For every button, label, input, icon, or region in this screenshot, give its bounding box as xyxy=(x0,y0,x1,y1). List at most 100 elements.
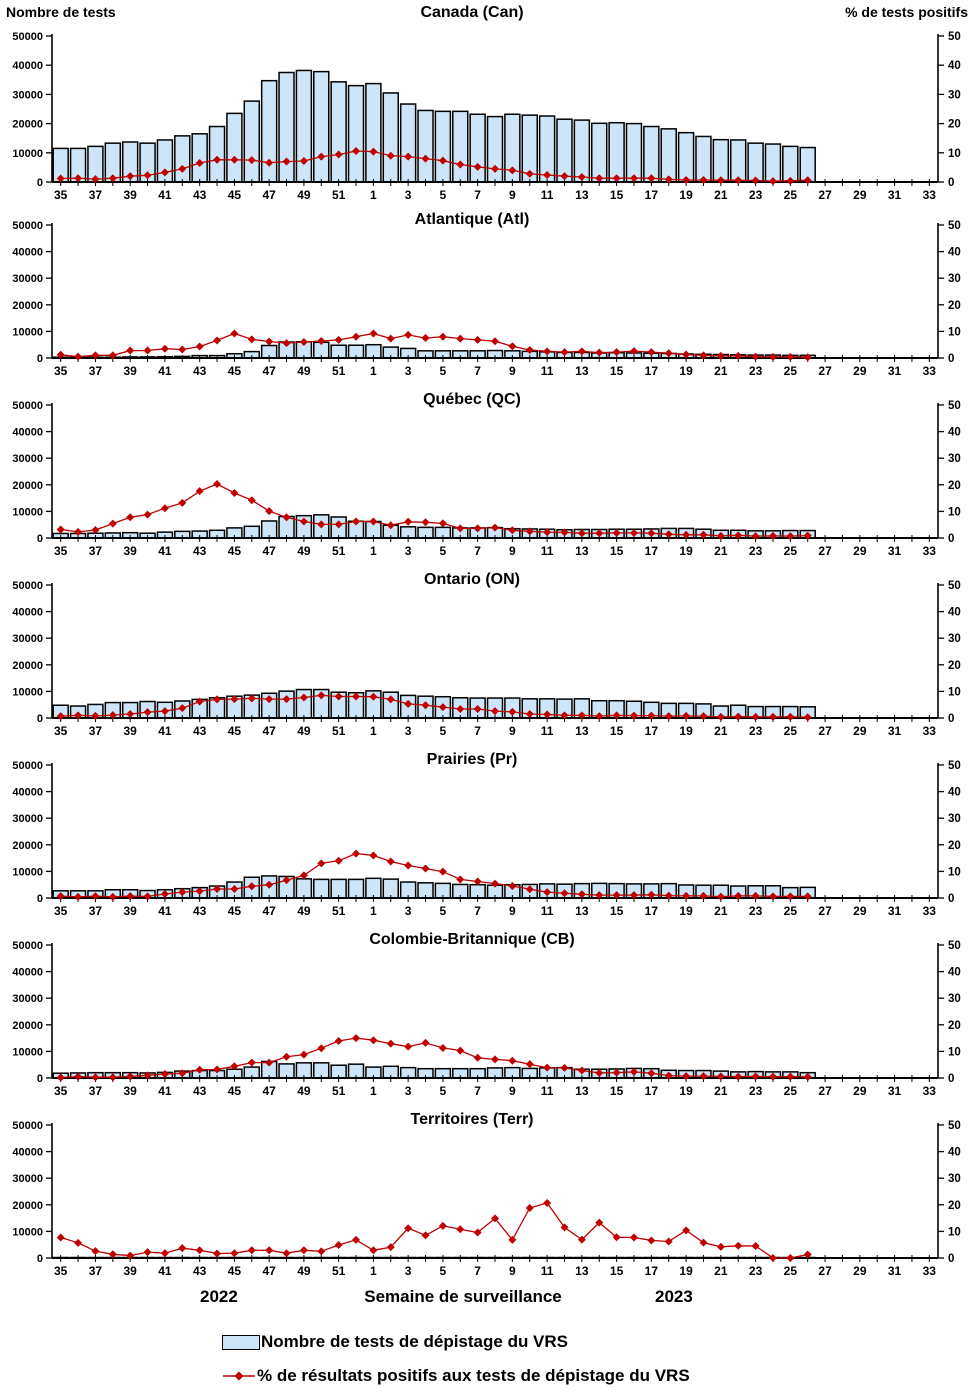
svg-text:35: 35 xyxy=(54,1084,68,1098)
svg-text:40: 40 xyxy=(948,607,961,619)
svg-text:5: 5 xyxy=(440,1264,447,1278)
svg-text:50: 50 xyxy=(948,220,961,232)
svg-text:50000: 50000 xyxy=(12,31,43,43)
svg-text:15: 15 xyxy=(610,724,624,738)
svg-text:37: 37 xyxy=(89,1264,103,1278)
svg-text:49: 49 xyxy=(297,1084,311,1098)
svg-text:10: 10 xyxy=(948,148,961,160)
svg-text:40: 40 xyxy=(948,787,961,799)
panel-atlantique: Atlantique (Atl) 0 10000 20000 30000 40000 50… xyxy=(0,205,972,385)
svg-text:25: 25 xyxy=(784,364,798,378)
svg-text:1: 1 xyxy=(370,364,377,378)
svg-text:30000: 30000 xyxy=(12,1173,43,1185)
svg-text:21: 21 xyxy=(714,904,728,918)
svg-text:39: 39 xyxy=(123,724,137,738)
svg-text:29: 29 xyxy=(853,1264,867,1278)
svg-text:10000: 10000 xyxy=(12,866,43,878)
svg-text:27: 27 xyxy=(818,1084,832,1098)
svg-text:41: 41 xyxy=(158,544,172,558)
svg-text:7: 7 xyxy=(474,1084,481,1098)
svg-text:21: 21 xyxy=(714,544,728,558)
svg-text:17: 17 xyxy=(645,188,659,202)
svg-text:50000: 50000 xyxy=(12,220,43,232)
svg-text:47: 47 xyxy=(262,1084,276,1098)
svg-text:35: 35 xyxy=(54,904,68,918)
svg-text:43: 43 xyxy=(193,904,207,918)
svg-text:40000: 40000 xyxy=(12,1147,43,1159)
svg-text:35: 35 xyxy=(54,188,68,202)
svg-text:19: 19 xyxy=(679,364,693,378)
legend-label-positivity: % de résultats positifs aux tests de dép… xyxy=(257,1366,690,1385)
left-axis-title: Nombre de tests xyxy=(6,4,116,20)
svg-text:45: 45 xyxy=(228,188,242,202)
svg-text:7: 7 xyxy=(474,1264,481,1278)
svg-text:33: 33 xyxy=(923,188,937,202)
svg-text:47: 47 xyxy=(262,724,276,738)
svg-text:29: 29 xyxy=(853,188,867,202)
svg-text:31: 31 xyxy=(888,544,902,558)
svg-text:49: 49 xyxy=(297,724,311,738)
svg-text:0: 0 xyxy=(37,1073,43,1085)
svg-text:51: 51 xyxy=(332,904,346,918)
svg-text:5: 5 xyxy=(440,904,447,918)
x-axis-row: 2022 Semaine de surveillance 2023 xyxy=(0,1285,972,1315)
svg-text:9: 9 xyxy=(509,1264,516,1278)
svg-text:30: 30 xyxy=(948,1173,961,1185)
svg-text:17: 17 xyxy=(645,724,659,738)
panel-title-quebec: Québec (QC) xyxy=(423,391,521,408)
svg-text:27: 27 xyxy=(818,544,832,558)
svg-text:29: 29 xyxy=(853,724,867,738)
svg-text:51: 51 xyxy=(332,1264,346,1278)
svg-text:33: 33 xyxy=(923,544,937,558)
svg-text:43: 43 xyxy=(193,364,207,378)
svg-text:20: 20 xyxy=(948,1020,961,1032)
svg-text:41: 41 xyxy=(158,188,172,202)
svg-text:43: 43 xyxy=(193,188,207,202)
svg-text:23: 23 xyxy=(749,188,763,202)
svg-text:13: 13 xyxy=(575,1084,589,1098)
svg-text:10: 10 xyxy=(948,1226,961,1238)
svg-text:11: 11 xyxy=(541,364,554,378)
svg-text:50: 50 xyxy=(948,580,961,592)
svg-text:9: 9 xyxy=(509,904,516,918)
svg-text:30: 30 xyxy=(948,993,961,1005)
svg-text:3: 3 xyxy=(405,188,412,202)
svg-text:41: 41 xyxy=(158,1084,172,1098)
svg-text:40: 40 xyxy=(948,967,961,979)
svg-text:51: 51 xyxy=(332,724,346,738)
svg-text:20000: 20000 xyxy=(12,1020,43,1032)
svg-text:25: 25 xyxy=(784,724,798,738)
svg-text:17: 17 xyxy=(645,904,659,918)
svg-text:47: 47 xyxy=(262,904,276,918)
svg-text:25: 25 xyxy=(784,188,798,202)
panel-title-prairies: Prairies (Pr) xyxy=(426,751,518,768)
svg-text:15: 15 xyxy=(610,188,624,202)
svg-text:30000: 30000 xyxy=(12,273,43,285)
legend-row-tests: Nombre de tests de dépistage du VRS xyxy=(222,1325,972,1359)
svg-text:39: 39 xyxy=(123,1084,137,1098)
svg-text:13: 13 xyxy=(575,544,589,558)
svg-text:1: 1 xyxy=(370,1264,377,1278)
svg-text:3: 3 xyxy=(405,364,412,378)
svg-text:31: 31 xyxy=(888,1264,902,1278)
svg-text:13: 13 xyxy=(575,724,589,738)
svg-text:21: 21 xyxy=(714,188,728,202)
svg-text:30: 30 xyxy=(948,453,961,465)
svg-text:25: 25 xyxy=(784,904,798,918)
svg-text:25: 25 xyxy=(784,1264,798,1278)
svg-text:20000: 20000 xyxy=(12,840,43,852)
svg-text:0: 0 xyxy=(948,893,954,905)
svg-text:50: 50 xyxy=(948,940,961,952)
svg-text:50000: 50000 xyxy=(12,1120,43,1132)
year-label-2022: 2022 xyxy=(200,1287,238,1306)
svg-text:51: 51 xyxy=(332,364,346,378)
svg-text:40: 40 xyxy=(948,1147,961,1159)
svg-text:50: 50 xyxy=(948,760,961,772)
x-axis-title: Semaine de surveillance xyxy=(364,1287,562,1306)
svg-text:43: 43 xyxy=(193,1084,207,1098)
svg-text:0: 0 xyxy=(948,1073,954,1085)
svg-text:13: 13 xyxy=(575,188,589,202)
svg-text:30000: 30000 xyxy=(12,993,43,1005)
svg-text:43: 43 xyxy=(193,724,207,738)
